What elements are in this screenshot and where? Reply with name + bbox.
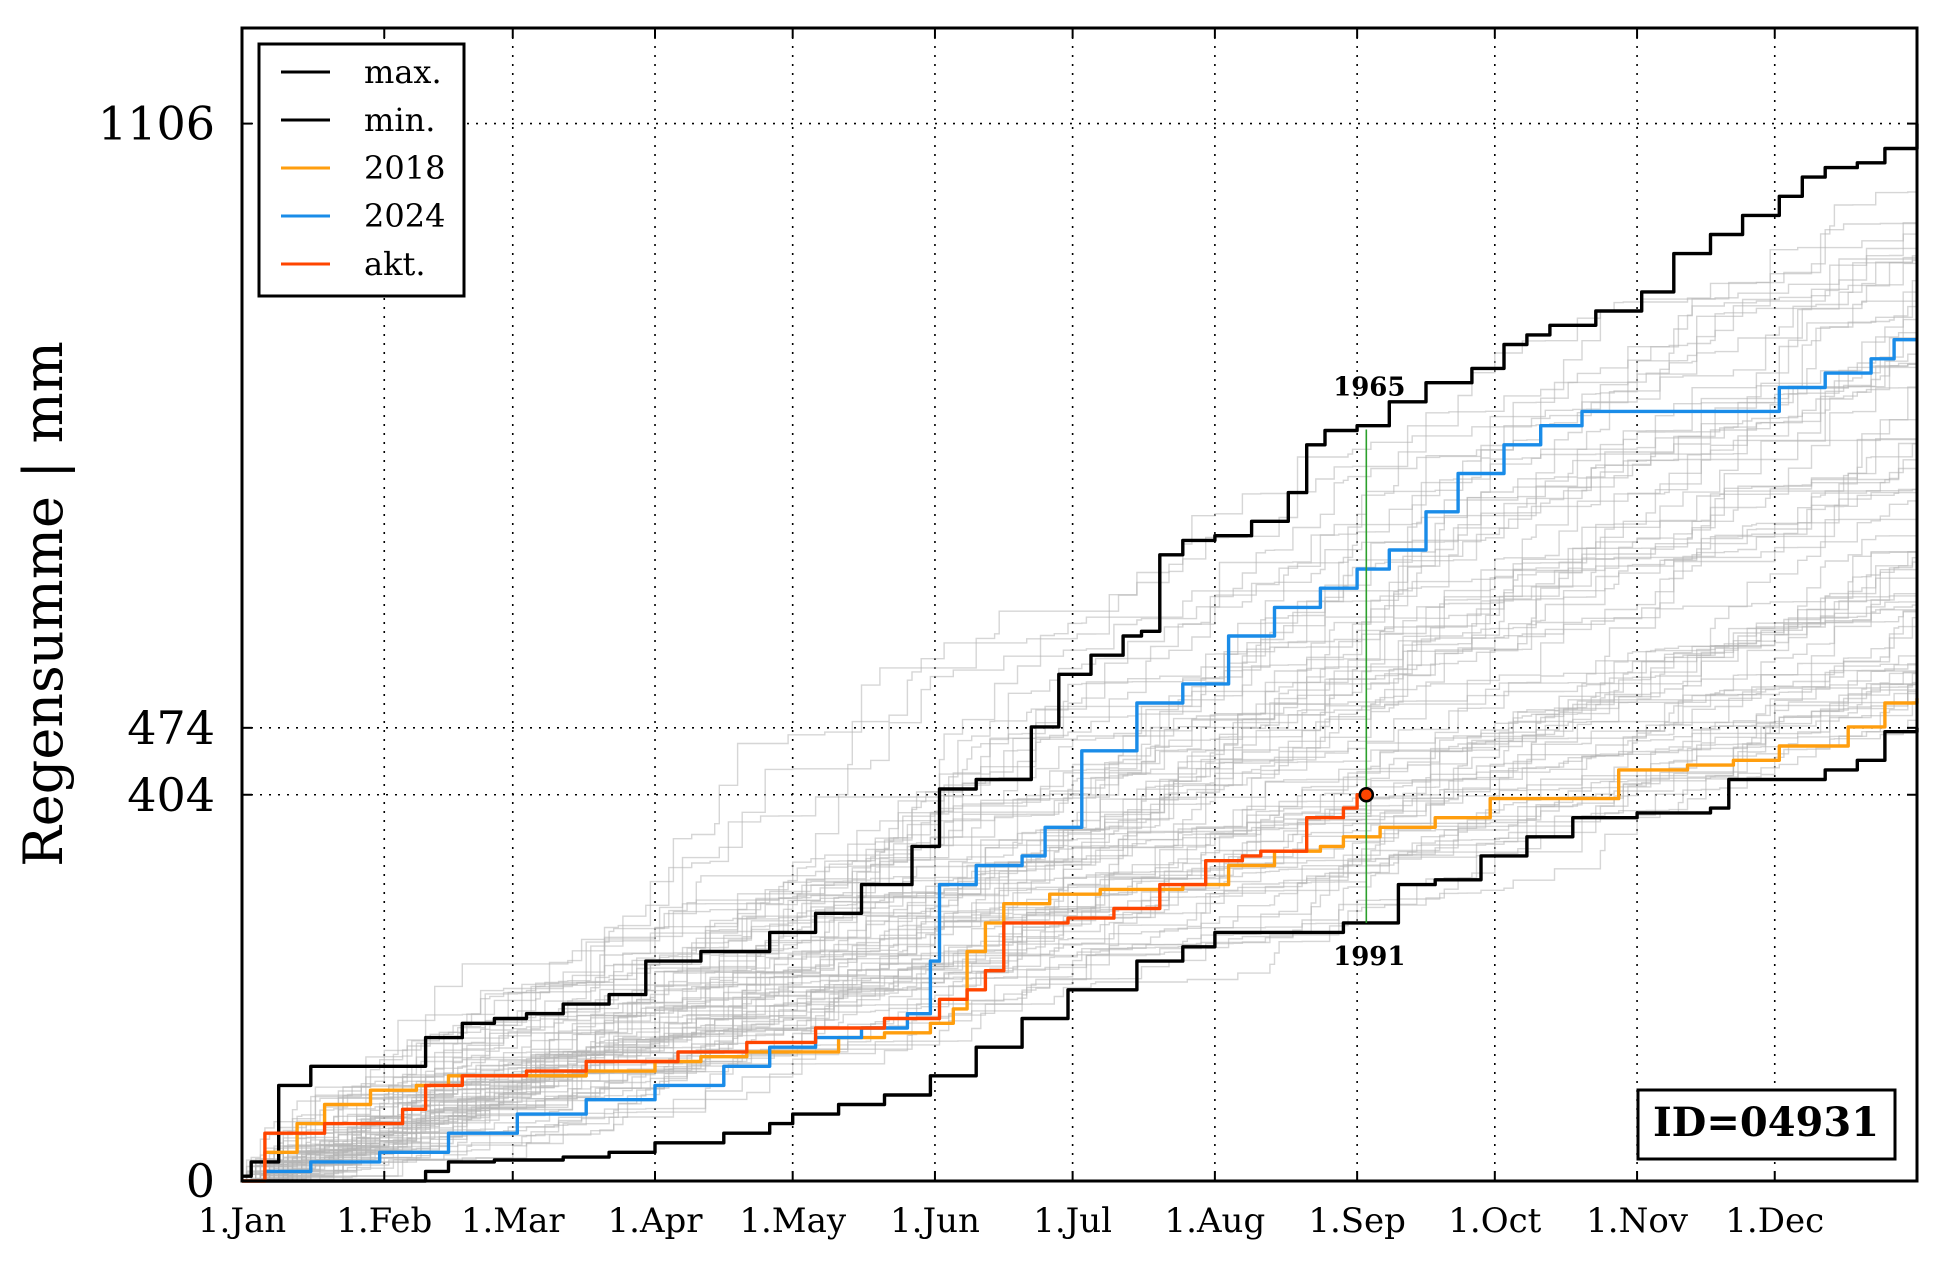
- historic-year-line: [242, 719, 1917, 1182]
- legend-label: akt.: [364, 245, 426, 283]
- historic-year-line: [242, 465, 1918, 1182]
- historic-year-line: [242, 221, 1918, 1182]
- y-tick-label: 0: [186, 1154, 215, 1208]
- legend-label: 2018: [364, 149, 445, 187]
- series-line-2018: [242, 698, 1919, 1183]
- x-tick-label: 1.Dec: [1725, 1201, 1824, 1241]
- y-axis-label: Regensumme | mm: [12, 341, 75, 867]
- x-tick-label: 1.Feb: [336, 1201, 432, 1241]
- legend: max. min. 2018 2024 akt.: [257, 42, 466, 298]
- historic-year-line: [242, 658, 1918, 1182]
- historic-year-line: [242, 443, 1917, 1182]
- x-tick-label: 1.Apr: [608, 1201, 704, 1241]
- historic-year-line: [242, 256, 1917, 1182]
- series-line-max: [242, 123, 1919, 1178]
- historic-year-line: [242, 188, 1918, 1182]
- historic-year-line: [242, 491, 1918, 1182]
- x-tick-label: 1.Jun: [890, 1201, 980, 1241]
- historic-year-line: [242, 534, 1918, 1182]
- y-tick-label: 474: [127, 701, 215, 755]
- background-year-lines: [242, 188, 1918, 1182]
- historic-year-line: [242, 222, 1917, 1182]
- historic-year-line: [242, 655, 1917, 1182]
- x-tick-label: 1.Aug: [1165, 1201, 1266, 1241]
- historic-year-line: [242, 260, 1918, 1182]
- historic-year-line: [242, 500, 1917, 1182]
- y-tick-label: 1106: [98, 97, 215, 151]
- x-tick-label: 1.May: [739, 1201, 847, 1241]
- historic-year-line: [242, 287, 1918, 1182]
- historic-year-line: [242, 233, 1917, 1182]
- legend-label: max.: [364, 53, 442, 91]
- current-day-marker: 1965 1991: [1333, 373, 1405, 972]
- historic-year-line: [242, 363, 1917, 1182]
- historic-year-line: [242, 195, 1918, 1182]
- historic-year-line: [242, 438, 1917, 1182]
- historic-year-line: [242, 336, 1918, 1182]
- series-lines: [242, 123, 1919, 1183]
- x-tick-label: 1.Nov: [1586, 1201, 1689, 1241]
- current-value-dot: [1358, 787, 1375, 803]
- series-line-min: [242, 727, 1919, 1183]
- historic-year-line: [242, 251, 1918, 1182]
- x-tick-label: 1.Oct: [1448, 1201, 1541, 1241]
- historic-year-line: [242, 352, 1918, 1182]
- series-line-akt: [242, 793, 1367, 1183]
- historic-year-line: [242, 265, 1918, 1182]
- x-tick-label: 1.Jul: [1033, 1201, 1112, 1241]
- legend-label: min.: [364, 101, 435, 139]
- historic-year-line: [242, 471, 1918, 1182]
- y-tick-label: 404: [127, 768, 215, 822]
- historic-year-line: [242, 692, 1918, 1182]
- max-year-label: 1965: [1333, 373, 1405, 403]
- min-year-label: 1991: [1333, 942, 1405, 972]
- historic-year-line: [242, 302, 1918, 1182]
- grid: [242, 28, 1917, 1181]
- historic-year-line: [242, 247, 1917, 1182]
- x-tick-label: 1.Jan: [198, 1201, 286, 1241]
- axes: 1.Jan 1.Feb 1.Mar 1.Apr 1.May 1.Jun 1.Jul 1.Aug…: [98, 26, 1919, 1241]
- station-id-label: ID=04931: [1653, 1099, 1879, 1146]
- x-tick-label: 1.Mar: [461, 1201, 566, 1241]
- series-line-2024: [242, 338, 1917, 1183]
- station-id-box: ID=04931: [1636, 1088, 1897, 1161]
- historic-year-line: [242, 683, 1917, 1182]
- legend-label: 2024: [364, 197, 445, 235]
- legend-box: [257, 42, 466, 298]
- x-tick-label: 1.Sep: [1308, 1201, 1406, 1241]
- plot-frame: [240, 26, 1919, 1183]
